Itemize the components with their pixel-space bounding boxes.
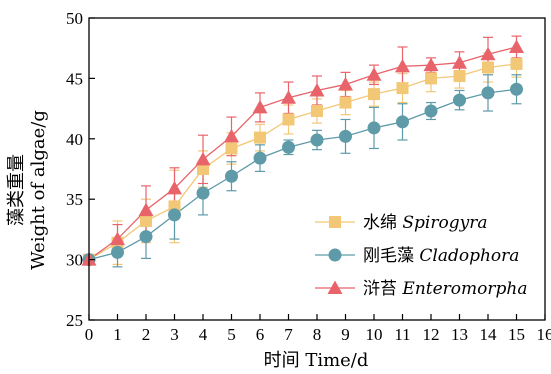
x-tick-label: 0 — [85, 325, 94, 344]
series-line — [88, 46, 517, 261]
x-tick-label: 3 — [170, 325, 179, 344]
legend-label: 刚毛藻 Cladophora — [363, 246, 519, 266]
x-tick-label: 9 — [341, 325, 350, 344]
x-tick-label: 16 — [537, 325, 551, 344]
data-point — [425, 72, 437, 85]
data-point — [111, 245, 124, 259]
data-point — [453, 69, 466, 82]
data-point — [110, 231, 125, 246]
x-tick-label: 13 — [451, 325, 468, 344]
data-point — [367, 121, 381, 135]
x-axis-title: 时间 Time/d — [264, 350, 369, 371]
legend-marker — [329, 216, 341, 228]
data-point — [510, 82, 523, 96]
y-tick-label: 25 — [66, 311, 83, 330]
x-tick-label: 10 — [366, 325, 383, 344]
data-point — [311, 105, 323, 118]
x-tick-label: 14 — [480, 325, 498, 344]
y-axis-title-cn: 藻类重量 — [6, 154, 27, 226]
x-tick-label: 2 — [142, 325, 151, 344]
data-point — [452, 55, 467, 69]
data-point — [139, 230, 153, 244]
x-tick-label: 5 — [227, 325, 236, 344]
data-point — [482, 61, 494, 74]
data-point — [281, 90, 296, 104]
legend-label: 浒苔 Enteromorpha — [363, 279, 527, 299]
y-tick-label: 50 — [66, 9, 83, 28]
data-point — [310, 133, 324, 147]
data-point — [224, 128, 239, 143]
legend-marker — [327, 280, 343, 294]
data-point — [282, 113, 295, 126]
data-point — [368, 88, 380, 101]
x-tick-label: 4 — [199, 325, 208, 344]
series-markers — [81, 39, 524, 267]
data-point — [480, 46, 496, 61]
y-axis-title-en: Weight of algae/g — [28, 110, 49, 270]
data-point — [366, 67, 382, 81]
data-point — [196, 186, 210, 200]
data-point — [168, 208, 181, 222]
y-tick-label: 45 — [66, 69, 83, 88]
data-point — [253, 151, 267, 165]
data-point — [509, 39, 524, 53]
data-point — [252, 99, 268, 114]
legend-label: 水绵 Spirogyra — [363, 213, 487, 233]
data-point — [140, 214, 152, 227]
data-point — [225, 142, 238, 155]
data-point — [282, 140, 295, 154]
data-point — [138, 202, 154, 217]
data-point — [309, 82, 325, 97]
legend: 水绵 Spirogyra 刚毛藻 Cladophora 浒苔 Enteromorph… — [315, 213, 527, 299]
data-point — [338, 76, 353, 91]
axes — [88, 17, 546, 321]
data-point — [254, 131, 266, 144]
data-point — [423, 57, 439, 72]
data-point — [339, 96, 352, 109]
y-tick-label: 30 — [66, 251, 83, 270]
x-tick-label: 6 — [256, 325, 265, 344]
legend-marker — [328, 248, 342, 262]
data-point — [481, 86, 495, 100]
x-tick-label: 1 — [113, 325, 122, 344]
data-point — [510, 57, 523, 70]
y-tick-label: 40 — [66, 130, 83, 149]
data-point — [197, 163, 209, 175]
data-point — [396, 115, 409, 129]
data-point — [225, 169, 238, 183]
y-tick-label: 35 — [66, 190, 83, 209]
data-point — [167, 180, 182, 195]
x-tick-label: 15 — [508, 325, 525, 344]
x-tick-label: 11 — [394, 325, 410, 344]
series-line — [88, 63, 517, 261]
series-line — [88, 88, 517, 261]
data-point — [195, 151, 211, 166]
data-point — [453, 93, 466, 107]
data-point — [339, 129, 352, 143]
data-point — [395, 58, 410, 73]
data-point — [396, 82, 409, 95]
x-tick-label: 12 — [423, 325, 440, 344]
data-point — [424, 104, 438, 118]
x-tick-label: 8 — [313, 325, 322, 344]
x-tick-label: 7 — [284, 325, 293, 344]
plot-frame — [88, 17, 546, 321]
series-lines — [88, 46, 517, 261]
